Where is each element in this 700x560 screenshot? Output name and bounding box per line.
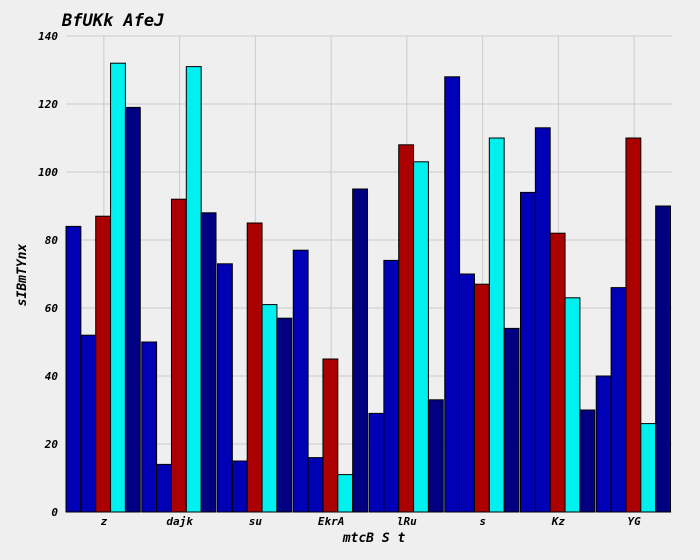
chart-title: BfUKk AfeJ: [61, 11, 164, 31]
y-tick-label: 20: [44, 438, 59, 451]
y-axis-label: sIBmTYnx: [15, 244, 30, 307]
bar: [564, 297, 581, 513]
bar: [459, 273, 475, 513]
bar: [200, 212, 217, 513]
bar: [503, 327, 520, 513]
bar: [427, 399, 444, 513]
bar: [141, 341, 158, 513]
bar: [124, 106, 141, 513]
bar: [95, 215, 112, 513]
bar: [292, 249, 309, 513]
bar: [625, 137, 642, 513]
bar: [217, 263, 233, 513]
bar: [246, 222, 263, 513]
bar: [307, 457, 324, 513]
y-tick-label: 120: [38, 98, 58, 111]
bar: [368, 412, 385, 513]
x-tick-label: YG: [628, 515, 642, 528]
x-tick-labels: z dajk su EkrA lRu s Kz YG: [101, 515, 642, 528]
bar: [383, 259, 400, 513]
bar: [520, 191, 536, 513]
y-tick-labels: 0 20 40 60 80 100 120 140: [38, 30, 58, 519]
y-tick-label: 60: [45, 302, 59, 315]
bar: [65, 225, 82, 513]
bar: [444, 76, 461, 513]
y-tick-label: 100: [38, 166, 58, 179]
bar: [610, 287, 627, 513]
bar: [413, 161, 429, 513]
x-axis-label: mtcB S t: [342, 531, 406, 546]
bar: [110, 62, 126, 513]
bar: [549, 232, 566, 513]
bar: [595, 375, 612, 513]
bar: [352, 188, 369, 513]
bar: [322, 358, 339, 513]
bar: [185, 66, 202, 513]
bar: [579, 409, 596, 513]
x-tick-label: EkrA: [318, 515, 345, 528]
y-tick-label: 140: [38, 30, 58, 43]
bar: [231, 460, 248, 513]
bar: [640, 423, 657, 513]
bar: [488, 137, 505, 513]
bars: [65, 62, 672, 513]
y-tick-label: 40: [45, 370, 59, 383]
bar: [261, 304, 278, 513]
x-tick-label: lRu: [397, 515, 417, 528]
bar: [276, 317, 293, 513]
x-tick-label: su: [249, 515, 263, 528]
x-tick-label: Kz: [551, 515, 566, 528]
x-tick-label: z: [101, 515, 108, 528]
bar: [398, 144, 415, 513]
y-tick-label: 0: [51, 506, 58, 519]
bar: [80, 334, 97, 513]
bar: [534, 127, 551, 513]
bar: [170, 198, 187, 513]
bar: [156, 463, 172, 513]
x-tick-label: dajk: [166, 515, 193, 528]
x-tick-label: s: [479, 515, 486, 528]
bar: [337, 474, 354, 513]
bar: [473, 283, 490, 513]
y-tick-label: 80: [45, 234, 59, 247]
bar: [655, 205, 672, 513]
